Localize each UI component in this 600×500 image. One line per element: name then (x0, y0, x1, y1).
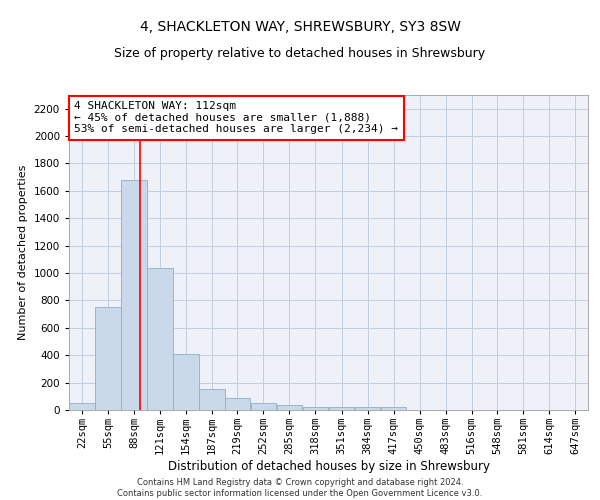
Text: 4 SHACKLETON WAY: 112sqm
← 45% of detached houses are smaller (1,888)
53% of sem: 4 SHACKLETON WAY: 112sqm ← 45% of detach… (74, 102, 398, 134)
Bar (224, 398, 250, 410)
Bar (381, 408, 406, 410)
Bar (277, 404, 302, 410)
Bar (355, 408, 380, 410)
Y-axis label: Number of detached properties: Number of detached properties (18, 165, 28, 340)
Text: 4, SHACKLETON WAY, SHREWSBURY, SY3 8SW: 4, SHACKLETON WAY, SHREWSBURY, SY3 8SW (139, 20, 461, 34)
Bar (302, 406, 328, 410)
Bar (69, 403, 95, 410)
Bar (199, 389, 225, 410)
X-axis label: Distribution of detached houses by size in Shrewsbury: Distribution of detached houses by size … (167, 460, 490, 473)
Bar (121, 180, 147, 410)
Bar (173, 354, 199, 410)
Bar (251, 403, 276, 410)
Bar (147, 268, 173, 410)
Bar (329, 406, 355, 410)
Text: Contains HM Land Registry data © Crown copyright and database right 2024.
Contai: Contains HM Land Registry data © Crown c… (118, 478, 482, 498)
Text: Size of property relative to detached houses in Shrewsbury: Size of property relative to detached ho… (115, 48, 485, 60)
Bar (95, 308, 121, 410)
